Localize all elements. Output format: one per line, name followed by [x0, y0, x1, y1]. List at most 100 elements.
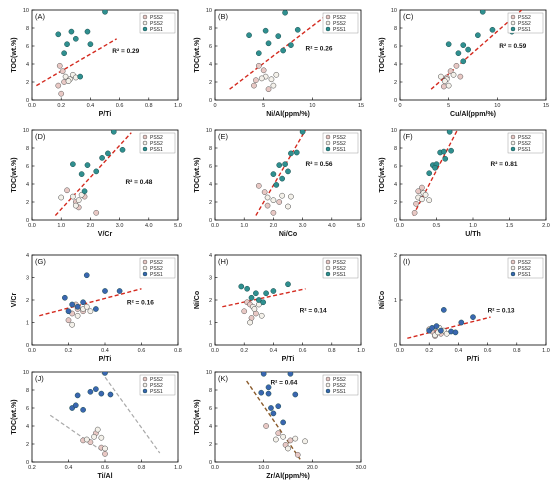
data-point-pss1 — [440, 148, 447, 155]
y-tick-label: 10 — [23, 128, 29, 134]
legend-label: PSS2 — [333, 266, 346, 272]
data-point-pss1 — [263, 290, 269, 297]
data-point-pss1 — [102, 372, 108, 376]
legend-label: PSS2 — [150, 377, 163, 383]
x-tick-label: 0.2 — [240, 348, 248, 354]
chart-panel-2: (B) 0 5 10 15 0 2 4 6 8 10 Ni/Al(ppm/%) TOC(wt.%) R² … — [194, 8, 364, 118]
x-tick-label: 3.0 — [116, 223, 124, 229]
chart-panel-3: (C) 0 5 10 15 0 2 4 6 8 10 Cu/Al(ppm/%) TOC(wt.%) R² … — [379, 8, 549, 118]
data-point-pss1 — [270, 410, 277, 417]
plot-area — [411, 130, 459, 216]
data-point-pss1 — [102, 10, 108, 15]
x-tick-label: 15 — [543, 103, 549, 109]
data-point-pss1 — [426, 170, 433, 177]
legend-box — [322, 12, 359, 34]
data-point-pss1 — [448, 147, 454, 154]
data-point-pss1 — [268, 405, 274, 411]
y-axis-label: TOC(wt.%) — [194, 37, 201, 72]
legend-label: PSS2 — [518, 260, 531, 266]
r-squared-label: R² = 0.81 — [491, 161, 518, 168]
data-point-pss2-hollow — [426, 197, 433, 204]
y-tick-label: 2 — [394, 80, 397, 86]
data-point-pss2-hollow — [438, 73, 444, 80]
legend-marker — [510, 146, 516, 152]
data-point-pss1 — [87, 41, 94, 48]
data-point-pss1 — [72, 35, 79, 42]
data-point-pss1 — [102, 288, 108, 294]
legend-marker — [510, 271, 516, 277]
legend-marker — [325, 271, 331, 277]
data-point-pss2-hollow — [75, 197, 82, 204]
legend-marker — [325, 140, 331, 146]
x-axis-label: P/Ti — [467, 356, 480, 363]
data-point-pss1 — [458, 319, 465, 326]
y-tick-label: 6 — [26, 406, 29, 412]
legend-label: PSS1 — [150, 27, 163, 33]
trend-line — [39, 288, 142, 317]
data-point-pss1 — [62, 294, 68, 301]
x-tick-label: 0.8 — [174, 348, 182, 354]
plot-frame — [31, 129, 179, 221]
data-point-pss1 — [438, 327, 444, 334]
data-point-pss2-hollow — [441, 78, 448, 84]
data-point-pss2-hollow — [285, 445, 291, 452]
x-tick-label: 2.0 — [542, 223, 550, 229]
data-point-pss1 — [107, 391, 114, 398]
legend-box — [507, 12, 544, 34]
chart-panel-9: (I) 0.0 0.2 0.4 0.6 0.8 1.0 0 1 2 P/Ti Ni/Co R² = 0.… — [379, 253, 550, 363]
data-point-pss2-hollow — [272, 436, 279, 443]
legend-box — [139, 374, 176, 396]
y-tick-label: 10 — [206, 128, 212, 134]
data-point-pss2-hollow — [443, 330, 450, 337]
data-point-pss2-hollow — [285, 203, 291, 210]
data-point-pss2-light — [56, 62, 63, 69]
x-tick-label: 1.0 — [542, 348, 550, 354]
legend-marker — [325, 376, 331, 382]
data-point-pss1 — [74, 392, 81, 399]
legend-label: PSS2 — [518, 21, 531, 27]
r-squared-label: R² = 0.59 — [499, 43, 526, 50]
data-point-pss2-hollow — [419, 196, 425, 203]
x-tick-label: 0.8 — [513, 348, 521, 354]
x-tick-label: 1.0 — [357, 348, 365, 354]
legend-label: PSS2 — [333, 383, 346, 389]
legend-box — [139, 132, 176, 154]
data-point-pss2-light — [253, 77, 259, 84]
panel-label: (B) — [218, 12, 229, 21]
data-point-pss1 — [288, 150, 294, 157]
panel-label: (C) — [403, 12, 414, 21]
data-point-pss1 — [285, 281, 291, 288]
data-point-pss1 — [72, 402, 79, 409]
data-point-pss2-hollow — [94, 426, 101, 433]
data-point-pss2-light — [453, 62, 460, 69]
data-point-pss2-hollow — [279, 192, 286, 199]
data-point-pss2-hollow — [251, 306, 258, 312]
legend-label: PSS2 — [150, 21, 163, 27]
y-tick-label: 0 — [26, 218, 29, 224]
legend-label: PSS2 — [518, 141, 531, 147]
legend-marker — [142, 259, 148, 265]
x-tick-label: 0.0 — [28, 223, 36, 229]
y-axis-label: TOC(wt.%) — [194, 157, 201, 192]
y-tick-label: 8 — [26, 26, 29, 32]
legend-marker — [142, 26, 148, 32]
data-point-pss1 — [465, 46, 471, 53]
y-tick-label: 8 — [394, 146, 397, 152]
data-point-pss1 — [287, 372, 294, 377]
x-tick-label: 0.6 — [116, 103, 124, 109]
chart-panel-11: (K) 0.0 10.0 20.0 30.0 0 2 4 6 8 10 Zr/Al(ppm/%) TOC… — [194, 370, 366, 480]
data-point-pss1 — [81, 188, 88, 195]
data-point-pss1 — [238, 283, 245, 290]
y-tick-label: 6 — [209, 406, 212, 412]
data-point-pss2-hollow — [270, 197, 277, 204]
data-point-pss1 — [275, 33, 282, 39]
plot-area — [39, 272, 142, 328]
plot-frame — [399, 9, 547, 101]
legend-label: PSS2 — [518, 15, 531, 21]
data-point-pss1 — [288, 42, 294, 48]
